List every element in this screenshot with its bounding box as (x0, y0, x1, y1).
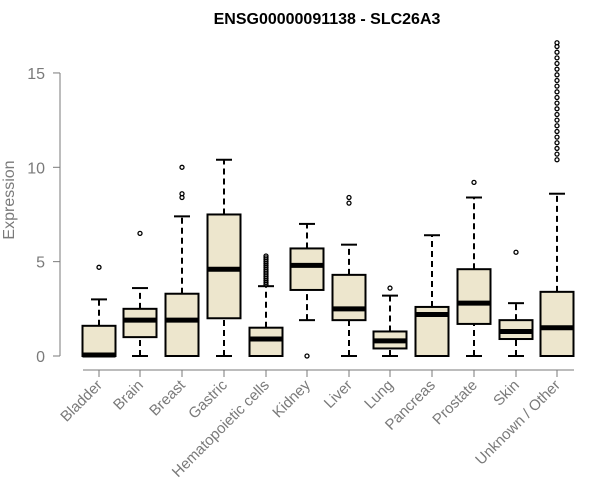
outlier-point (554, 94, 560, 101)
outlier-point (346, 200, 352, 206)
y-tick-label: 10 (27, 160, 45, 177)
outlier-point (263, 255, 269, 261)
x-tick-label: Breast (146, 376, 189, 419)
box-pancreas (414, 234, 450, 357)
outlier-point (304, 353, 310, 359)
outlier-point (554, 123, 560, 129)
outlier-point (554, 60, 560, 67)
outlier-point (554, 66, 560, 72)
outlier-point (471, 179, 477, 186)
box-iqr (206, 213, 242, 320)
x-tick-label: Liver (321, 377, 356, 412)
outlier-point (554, 117, 560, 123)
box-iqr (289, 247, 325, 291)
outlier-point (554, 140, 560, 146)
box-skin (498, 249, 534, 357)
outlier-point (554, 100, 560, 106)
outlier-point (554, 40, 560, 46)
box-iqr (164, 292, 200, 358)
outlier-point (554, 77, 560, 84)
box-hematopoietic-cells (248, 253, 284, 358)
outlier-point (554, 55, 560, 61)
box-iqr (81, 324, 117, 358)
outlier-point (554, 134, 560, 140)
box-liver (331, 194, 367, 357)
boxes (81, 40, 575, 359)
chart-title: ENSG00000091138 - SLC26A3 (214, 11, 441, 28)
x-tick-label: Skin (490, 377, 523, 410)
outlier-point (554, 151, 560, 157)
outlier-point (554, 157, 560, 163)
outlier-point (554, 83, 560, 89)
y-tick-label: 0 (36, 349, 45, 366)
y-axis-label: Expression (1, 160, 18, 239)
outlier-point (346, 194, 352, 201)
box-unknown-other (539, 40, 575, 358)
box-breast (164, 164, 200, 358)
outlier-point (554, 128, 560, 135)
y-tick-label: 15 (27, 66, 45, 83)
outlier-point (554, 145, 560, 152)
outlier-point (179, 164, 185, 170)
box-iqr (122, 307, 158, 339)
outlier-point (554, 89, 560, 95)
x-tick-label: Kidney (269, 376, 314, 421)
x-tick-label: Prostate (429, 377, 481, 429)
box-brain (122, 230, 158, 357)
x-tick-label: Lung (361, 377, 397, 413)
box-iqr (456, 268, 492, 325)
y-tick-label: 5 (36, 255, 45, 272)
outlier-point (387, 285, 393, 291)
x-tick-label: Bladder (57, 377, 106, 426)
x-tick-label: Brain (110, 377, 147, 414)
box-bladder (81, 264, 117, 358)
outlier-point (179, 191, 185, 197)
box-gastric (206, 158, 242, 357)
outlier-point (554, 72, 560, 78)
outlier-point (137, 230, 143, 236)
box-iqr (248, 326, 284, 358)
outlier-point (263, 253, 269, 259)
outlier-point (513, 249, 519, 255)
outlier-point (554, 49, 560, 55)
outlier-point (554, 106, 560, 112)
box-iqr (539, 290, 575, 358)
outlier-point (554, 111, 560, 118)
box-prostate (456, 179, 492, 357)
box-lung (372, 285, 408, 357)
box-kidney (289, 222, 325, 359)
outlier-point (96, 264, 102, 270)
y-ticks: 0 5 10 15 (27, 66, 60, 366)
box-iqr (331, 273, 367, 322)
